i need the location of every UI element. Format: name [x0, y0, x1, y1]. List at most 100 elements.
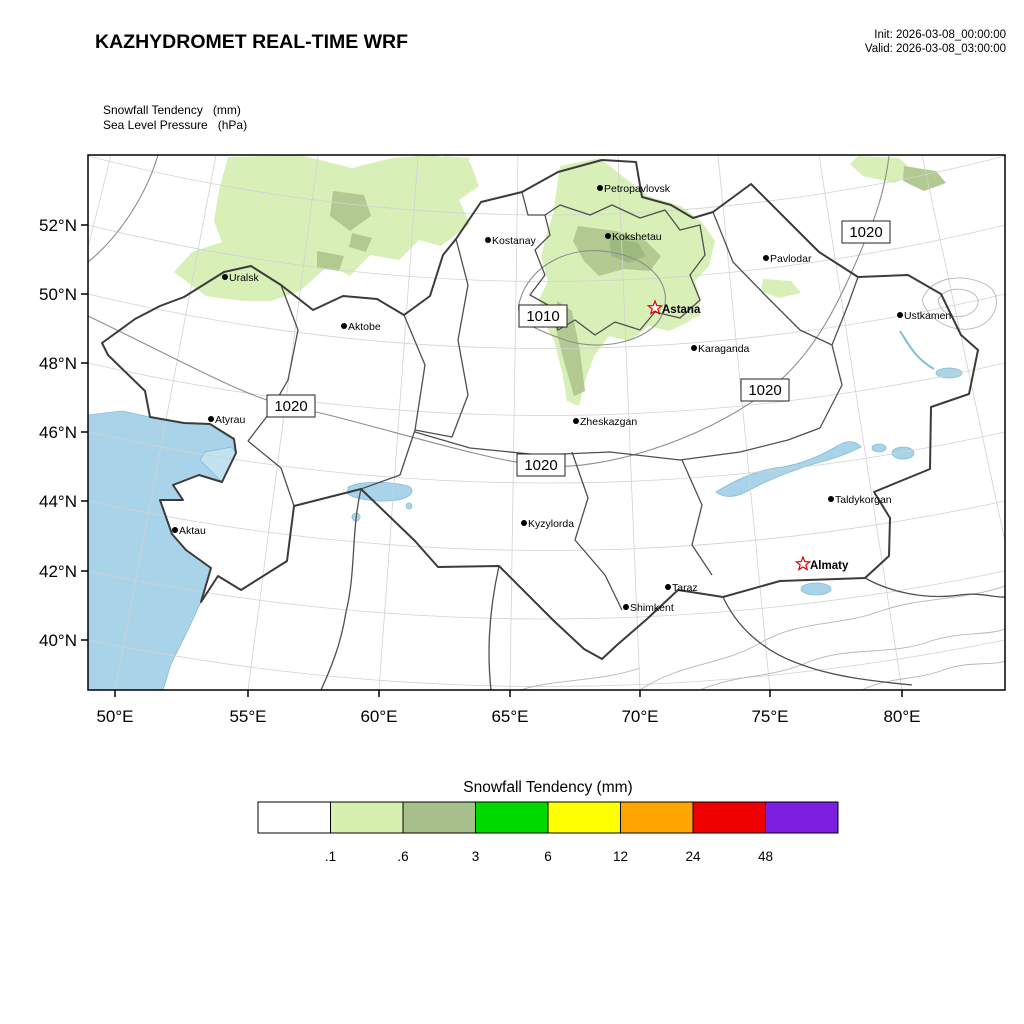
city-label: Uralsk [229, 272, 260, 284]
city: Petropavlovsk [597, 183, 671, 195]
parallel-line [88, 639, 1005, 687]
meridian-line [378, 155, 419, 690]
pressure-label-box [516, 453, 566, 477]
kazakhstan-border [101, 159, 979, 660]
city: Atyrau [208, 414, 246, 426]
city-label: Kokshetau [612, 231, 662, 243]
meridian-line [247, 155, 319, 690]
parallel-line [88, 224, 1005, 282]
y-tick-label: 42°N [39, 562, 77, 581]
foreign-border [864, 577, 1005, 598]
foreign-border [722, 596, 913, 686]
city-dot [573, 418, 579, 424]
city-dot [897, 312, 903, 318]
snow-patch-nw [174, 155, 479, 301]
y-tick-label: 44°N [39, 492, 77, 511]
y-tick-label: 52°N [39, 216, 77, 235]
pressure-label-text: 1020 [524, 457, 557, 474]
pressure-label-box [266, 394, 316, 418]
capital-star-icon [794, 555, 812, 572]
city-label: Zheskazgan [580, 416, 637, 428]
city: Aktau [172, 525, 206, 537]
meridian-line [509, 155, 519, 690]
legend-swatch [402, 801, 476, 834]
map-content [88, 155, 1005, 690]
snow-patch-nw-mid [330, 191, 371, 231]
oblast-border [681, 459, 713, 576]
city-label: Kyzylorda [528, 518, 574, 530]
pressure-label-text: 1020 [274, 398, 307, 415]
isobars [88, 155, 890, 468]
pressure-label: 1020 [740, 378, 790, 402]
isobar-segment [88, 155, 159, 263]
graticule [88, 155, 1005, 690]
city: Shimkent [623, 602, 674, 614]
legend-tick-label: 6 [544, 849, 552, 864]
city-label: Karaganda [698, 343, 750, 355]
oblast-border [360, 314, 426, 490]
pressure-label: 1020 [266, 394, 316, 418]
pressure-label-box [518, 304, 568, 328]
pressure-label-text: 1020 [849, 224, 882, 241]
meridian-line [717, 155, 771, 690]
city-dot [521, 520, 527, 526]
meridian-line [114, 155, 217, 690]
snow-patch-east-astana [671, 296, 700, 321]
field-label-snowfall: Snowfall Tendency (mm) [103, 103, 241, 117]
oblast-border [414, 427, 821, 461]
header: KAZHYDROMET REAL-TIME WRF Init: 2026-03-… [95, 29, 1006, 55]
city-dot [623, 604, 629, 610]
oblast-border [529, 204, 706, 336]
city-dot [763, 255, 769, 261]
y-tick-label: 48°N [39, 354, 77, 373]
city: Ustkamen [897, 310, 951, 322]
city-label: Atyrau [215, 414, 246, 426]
legend-swatch [692, 801, 766, 834]
legend-swatch [547, 801, 621, 834]
city-dot [208, 416, 214, 422]
pressure-label: 1020 [841, 220, 891, 244]
city-label: Petropavlovsk [604, 183, 671, 195]
city-dot [691, 345, 697, 351]
capital-label: Almaty [810, 560, 849, 572]
pressure-label: 1020 [516, 453, 566, 477]
city: Taraz [665, 582, 698, 594]
x-axis: 50°E 55°E 60°E 65°E 70°E 75°E 80°E [96, 690, 921, 726]
oblast-border [414, 238, 469, 438]
isobar-1020 [88, 155, 890, 468]
city: Pavlodar [763, 253, 812, 265]
snow-patch-top-center [444, 156, 470, 171]
city: Karaganda [691, 343, 750, 355]
contour-line [937, 288, 979, 318]
snowfall-shading [174, 155, 946, 406]
field-label-pressure: Sea Level Pressure (hPa) [103, 118, 247, 132]
oblast-border [247, 284, 299, 442]
legend-swatch [330, 801, 404, 834]
x-tick-label: 60°E [360, 707, 397, 726]
legend-tick-label: .1 [325, 849, 336, 864]
contour-line [639, 585, 1005, 690]
city-dot [597, 185, 603, 191]
pressure-label: 1010 [518, 304, 568, 328]
meridian-line [921, 155, 1005, 544]
isobar-1010 [518, 250, 667, 346]
foreign-border [488, 565, 500, 690]
capital-label: Astana [662, 304, 701, 316]
oblast-border [712, 211, 833, 346]
city-dot [222, 274, 228, 280]
cities: Petropavlovsk Kostanay Kokshetau Pavloda… [172, 183, 951, 614]
city: Zheskazgan [573, 416, 637, 428]
legend-tick-label: 12 [613, 849, 628, 864]
city-label: Kostanay [492, 235, 537, 247]
meridian-line [88, 155, 112, 250]
city: Aktobe [341, 321, 381, 333]
city-label: Taraz [672, 582, 698, 594]
page-title: KAZHYDROMET REAL-TIME WRF [95, 31, 408, 53]
snow-patch-ne-mid [903, 166, 946, 191]
snow-patch-nw-mid3 [349, 233, 372, 252]
field-labels: Snowfall Tendency (mm) Sea Level Pressur… [103, 103, 247, 132]
x-tick-label: 70°E [621, 707, 658, 726]
city-label: Ustkamen [904, 310, 951, 322]
meridian-line [617, 155, 641, 690]
pressure-label-text: 1010 [526, 308, 559, 325]
